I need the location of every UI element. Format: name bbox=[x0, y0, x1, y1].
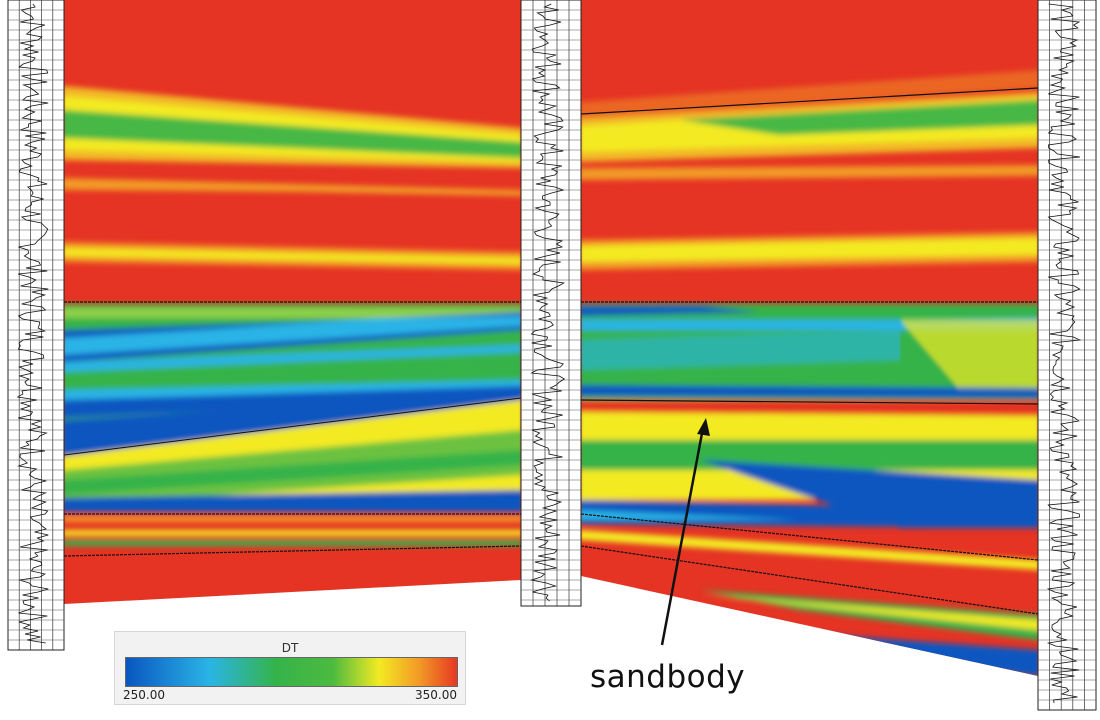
legend-title: DT bbox=[281, 641, 299, 655]
left-section-panel bbox=[64, 0, 521, 604]
right-section-panel bbox=[581, 0, 1038, 676]
well-log-track-2 bbox=[520, 0, 582, 607]
well-log-track-3 bbox=[1037, 0, 1097, 711]
legend-max-label: 350.00 bbox=[415, 688, 457, 702]
legend-min-label: 250.00 bbox=[123, 688, 165, 702]
color-scale-legend: DT 250.00 350.00 bbox=[114, 631, 466, 705]
color-scale-bar bbox=[125, 657, 458, 687]
well-log-track-1 bbox=[7, 0, 65, 651]
sandbody-arrow bbox=[660, 418, 710, 646]
sandbody-label: sandbody bbox=[590, 659, 746, 695]
